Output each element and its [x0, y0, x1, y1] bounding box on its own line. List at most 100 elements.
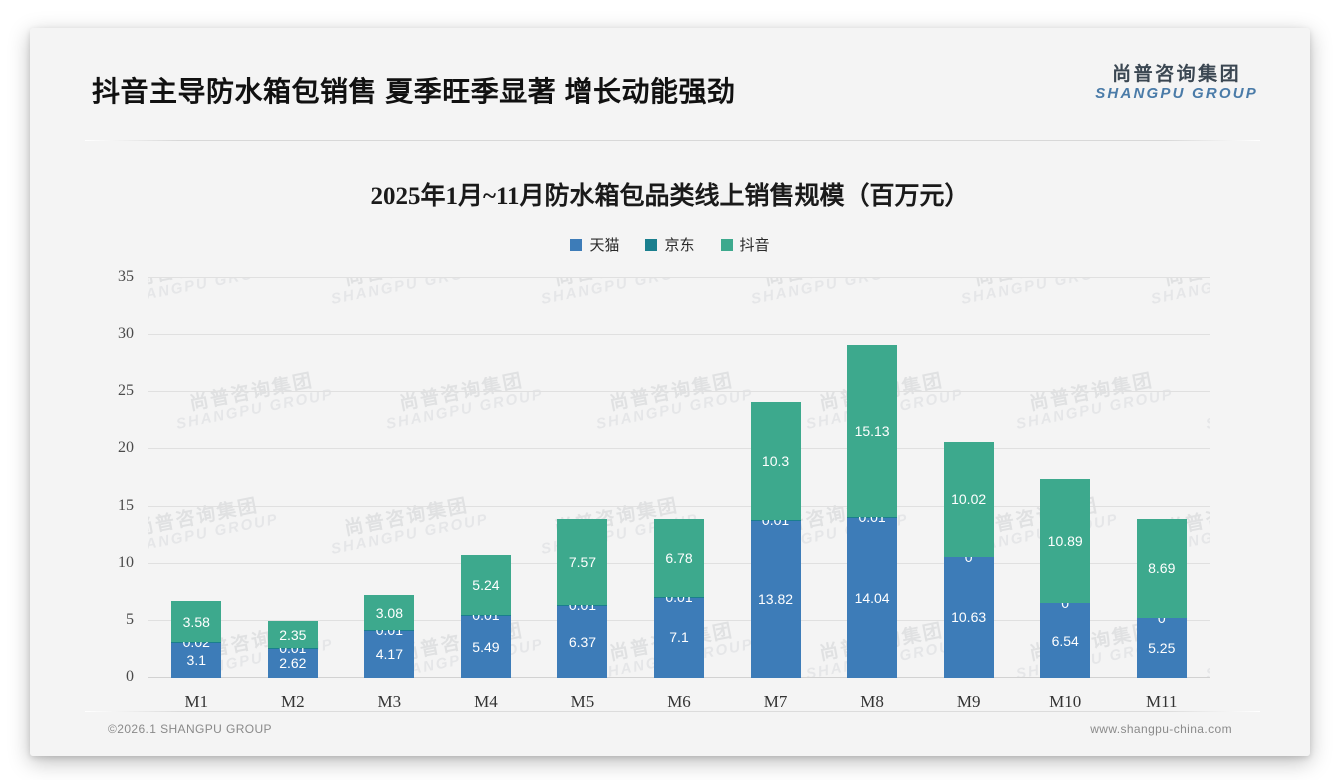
bar-segment[interactable]: 10.89 [1040, 478, 1091, 604]
bar-slot: 13.82 0.01 10.3 M7 [727, 278, 824, 711]
gridline: 15 [118, 497, 1210, 514]
x-axis-tick-label: M8 [860, 692, 884, 711]
bar-value-label: 0 [1157, 610, 1166, 626]
bar-value-label: 4.17 [375, 646, 403, 663]
bar-stack[interactable]: 3.1 0.02 3.58 [171, 601, 222, 678]
bar-value-label: 10.63 [951, 609, 987, 626]
bar-segment[interactable]: 14.04 [847, 517, 898, 678]
bar-stack[interactable]: 2.62 0.01 2.35 [267, 621, 318, 678]
x-axis-tick-label: M4 [474, 692, 498, 711]
bar-segment[interactable]: 7.57 [557, 518, 608, 606]
gridline: 35 [118, 268, 1210, 285]
bar-segment[interactable]: 13.82 [750, 520, 801, 678]
legend-item[interactable]: 京东 [645, 234, 695, 255]
legend-swatch-icon [570, 238, 583, 251]
bar-slot: 2.62 0.01 2.35 M2 [245, 278, 342, 711]
bar-value-label: 0 [964, 548, 973, 565]
x-axis-tick-label: M1 [184, 692, 209, 711]
bar-segment[interactable]: 10.02 [943, 442, 994, 557]
legend-item[interactable]: 天猫 [570, 234, 619, 255]
bar-value-label: 14.04 [854, 589, 890, 606]
header-divider [85, 140, 1260, 141]
x-axis-tick-label: M5 [570, 692, 595, 711]
legend-label: 京东 [664, 237, 695, 254]
bar-slot: 3.1 0.02 3.58 M1 [148, 278, 245, 711]
bar-value-label: 8.69 [1148, 560, 1176, 577]
brand-logo: 尚普咨询集团 SHANGPU GROUP [1095, 65, 1258, 102]
bar-segment[interactable]: 10.3 [750, 402, 801, 520]
bar-stack[interactable]: 14.04 0.01 15.13 [847, 344, 898, 678]
bar-segment[interactable]: 3.1 [171, 642, 222, 678]
bar-value-label: 2.62 [279, 655, 307, 672]
y-axis-tick-label: 15 [118, 496, 134, 514]
bar-segment[interactable]: 7.1 [654, 596, 704, 678]
bar-value-label: 15.13 [854, 422, 890, 439]
bar-stack[interactable]: 4.17 0.01 3.08 [364, 595, 415, 678]
logo-chinese-text: 尚普咨询集团 [1112, 64, 1242, 85]
y-axis-tick-label: 25 [118, 382, 134, 400]
bar-segment[interactable]: 5.25 [1136, 618, 1187, 678]
bar-segment[interactable]: 2.35 [267, 621, 318, 648]
x-axis-tick-label: M9 [956, 692, 981, 711]
bar-value-label: 10.3 [761, 453, 790, 470]
y-axis-tick-label: 5 [126, 610, 134, 628]
footer-copyright: ©2026.1 SHANGPU GROUP [108, 722, 272, 736]
bar-slot: 5.49 0.01 5.24 M4 [438, 278, 535, 711]
legend-swatch-icon [720, 238, 733, 251]
bar-group: 3.1 0.02 3.58 M1 2.62 0.01 2.35 M2 4.17 0.01 3.08 M… [148, 278, 1210, 711]
bar-stack[interactable]: 6.54 0 10.89 [1040, 478, 1091, 678]
bar-segment[interactable]: 6.54 [1040, 603, 1091, 678]
bar-stack[interactable]: 7.1 0.01 6.78 [654, 519, 704, 678]
bar-slot: 4.17 0.01 3.08 M3 [341, 278, 438, 711]
x-axis-tick-label: M7 [763, 692, 788, 711]
bar-value-label: 10.89 [1047, 533, 1083, 550]
bar-stack[interactable]: 6.37 0.01 7.57 [557, 518, 608, 678]
bar-segment[interactable]: 3.08 [364, 595, 415, 631]
legend-item[interactable]: 抖音 [720, 234, 770, 255]
bar-slot: 6.37 0.01 7.57 M5 [534, 278, 631, 711]
bar-value-label: 5.25 [1148, 640, 1176, 656]
bar-value-label: 0 [1061, 595, 1070, 612]
slide-header: 抖音主导防水箱包销售 夏季旺季显著 增长动能强劲 尚普咨询集团 SHANGPU … [30, 28, 1310, 118]
bar-segment[interactable]: 6.78 [654, 519, 704, 597]
bar-value-label: 6.37 [568, 633, 597, 650]
legend-label: 天猫 [589, 237, 620, 254]
bar-segment[interactable]: 2.62 [267, 648, 318, 678]
y-axis-tick-label: 30 [118, 325, 134, 343]
bar-segment[interactable]: 8.69 [1136, 518, 1187, 618]
bar-value-label: 5.24 [472, 577, 500, 594]
bar-value-label: 6.54 [1051, 632, 1079, 649]
bar-segment[interactable]: 10.63 [943, 556, 994, 678]
bar-stack[interactable]: 5.49 0.01 5.24 [460, 555, 511, 678]
x-axis-tick-label: M6 [667, 692, 691, 711]
chart-title: 2025年1月~11月防水箱包品类线上销售规模（百万元） [370, 183, 970, 210]
bar-slot: 10.63 0 10.02 M9 [920, 278, 1017, 711]
y-axis-tick-label: 20 [118, 439, 134, 457]
bar-segment[interactable]: 4.17 [364, 630, 415, 678]
bar-segment[interactable]: 5.24 [460, 555, 511, 616]
bar-value-label: 2.35 [279, 626, 307, 643]
bar-segment[interactable]: 15.13 [847, 344, 898, 518]
bar-value-label: 10.02 [951, 491, 987, 508]
x-axis-tick-label: M10 [1049, 692, 1082, 711]
bar-segment[interactable]: 5.49 [460, 615, 511, 678]
bar-stack[interactable]: 5.25 0 8.69 [1136, 518, 1187, 678]
bar-stack[interactable]: 10.63 0 10.02 [943, 442, 994, 678]
bar-stack[interactable]: 13.82 0.01 10.3 [750, 402, 801, 678]
bar-value-label: 3.08 [375, 604, 403, 621]
chart-legend: 天猫 京东 抖音 [30, 234, 1310, 255]
bar-value-label: 6.78 [665, 550, 693, 566]
gridline: 20 [118, 439, 1210, 456]
bar-value-label: 7.1 [669, 629, 689, 646]
bar-segment[interactable]: 3.58 [171, 601, 222, 643]
bar-slot: 7.1 0.01 6.78 M6 [631, 278, 728, 711]
footer-divider [85, 711, 1260, 712]
bar-slot: 14.04 0.01 15.13 M8 [824, 278, 921, 711]
y-axis-tick-label: 35 [118, 268, 134, 285]
bar-value-label: 3.1 [186, 652, 206, 669]
bar-segment[interactable]: 6.37 [557, 605, 608, 678]
bar-slot: 5.25 0 8.69 M11 [1113, 278, 1210, 711]
y-axis-tick-label: 10 [118, 553, 134, 571]
